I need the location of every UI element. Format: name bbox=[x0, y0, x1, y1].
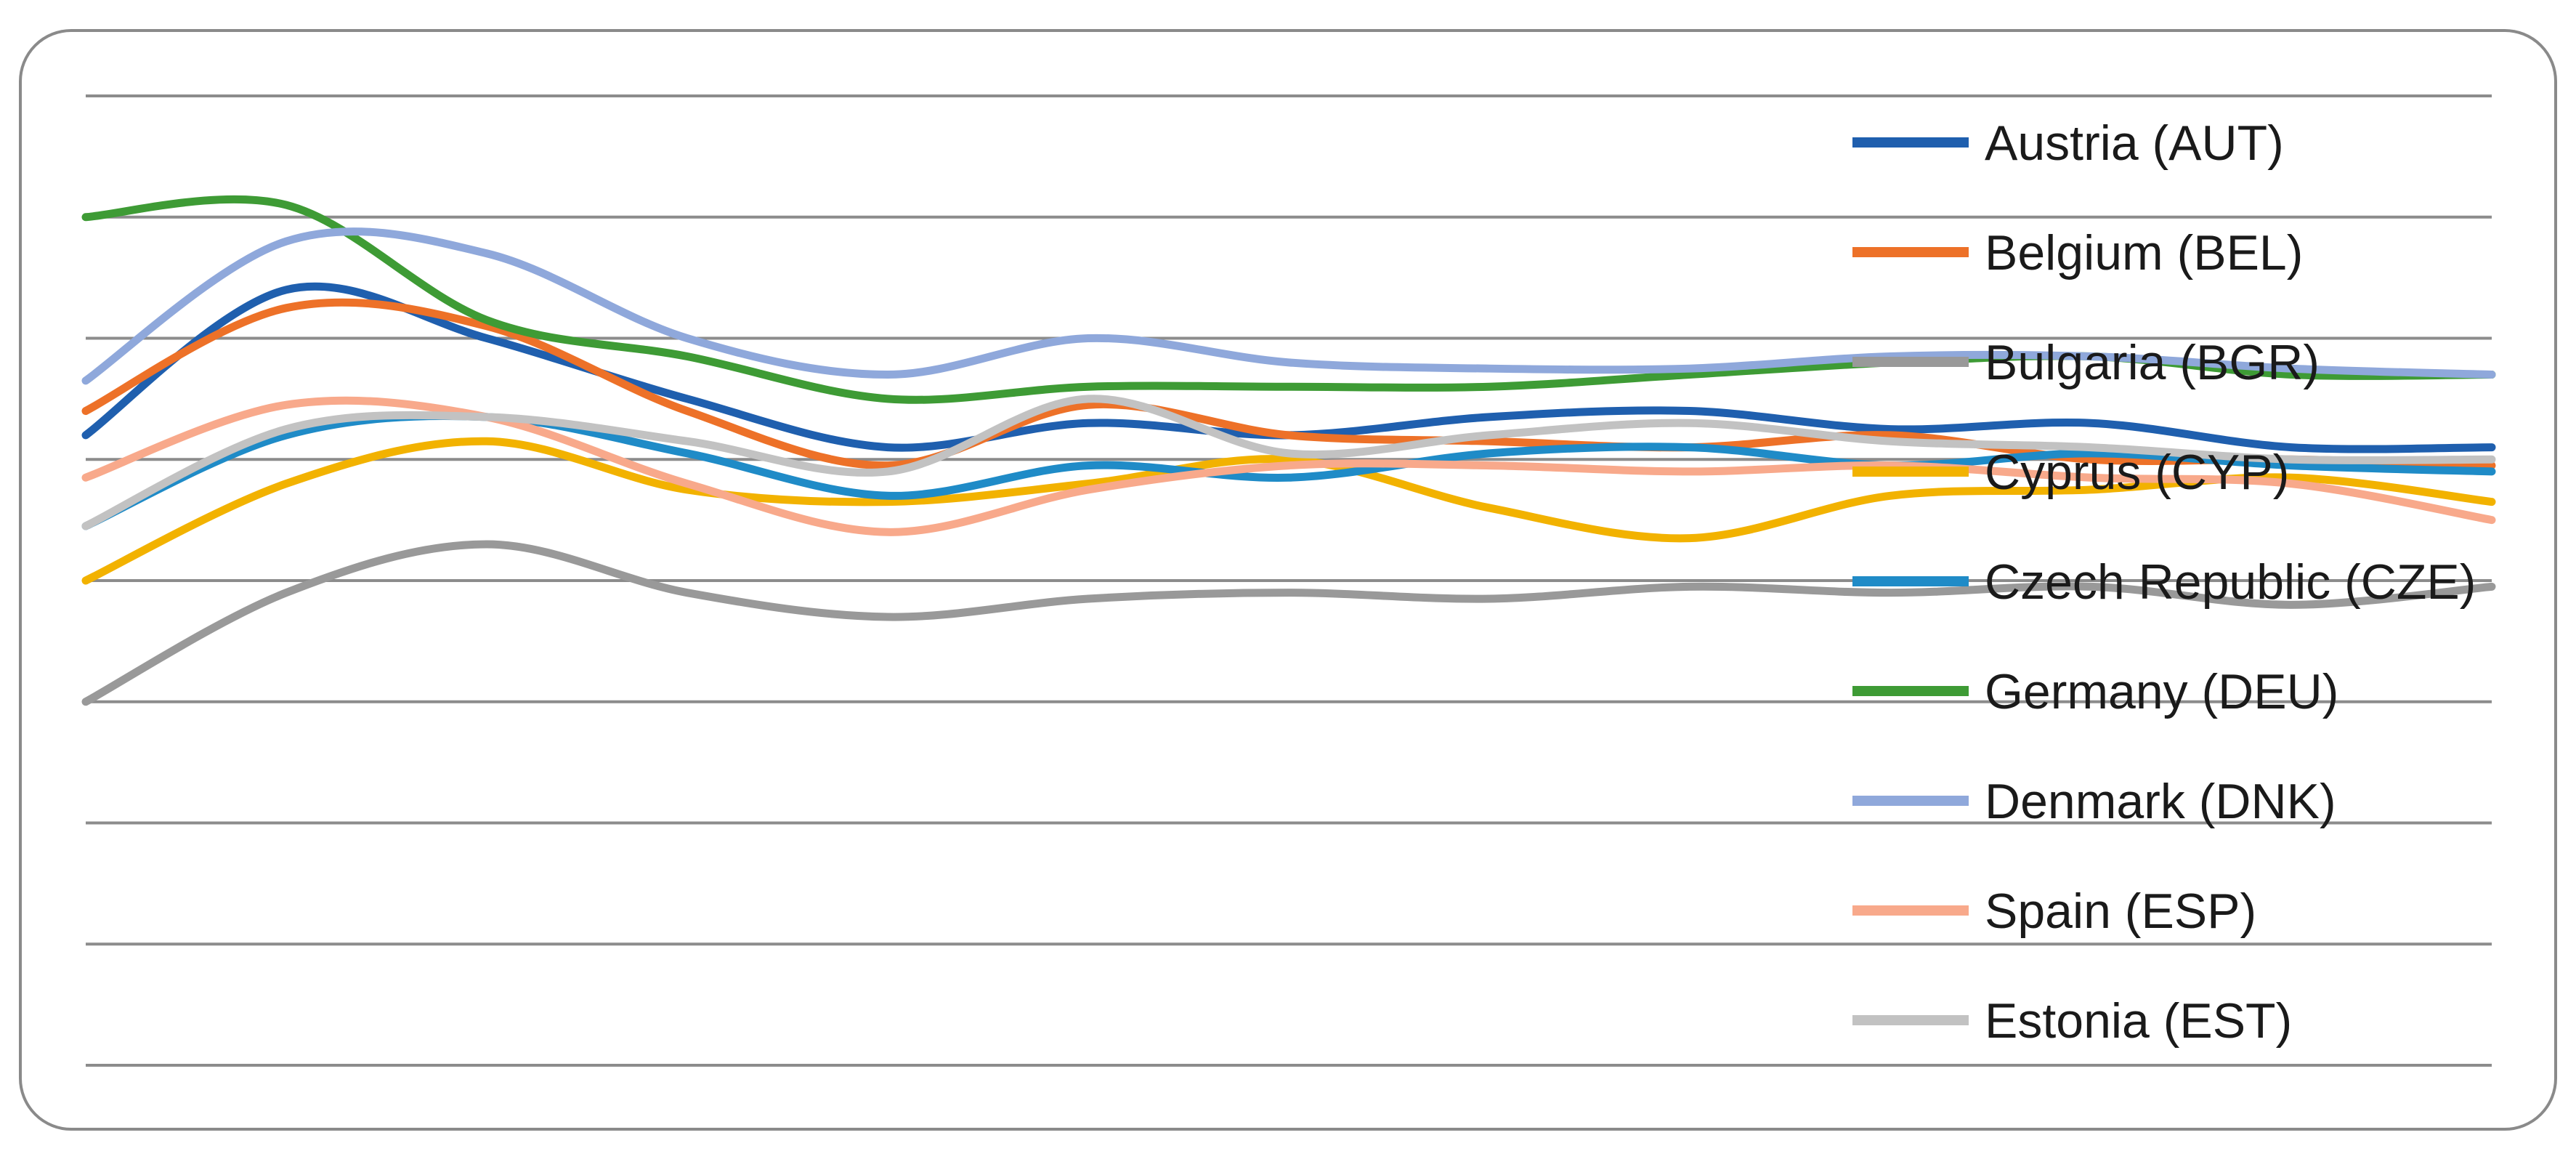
series-line-8 bbox=[81, 395, 2496, 530]
legend-label: Denmark (DNK) bbox=[1985, 774, 2336, 829]
legend-label: Estonia (EST) bbox=[1985, 993, 2292, 1049]
series-line-2 bbox=[81, 540, 2496, 706]
legend-label: Cyprus (CYP) bbox=[1985, 445, 2289, 500]
legend: Austria (AUT) Belgium (BEL) Bulgaria (BGR)… bbox=[1852, 116, 2476, 1049]
legend-label: Germany (DEU) bbox=[1985, 664, 2338, 719]
series-line-1 bbox=[81, 298, 2496, 470]
series-line-3 bbox=[81, 437, 2496, 585]
legend-label: Bulgaria (BGR) bbox=[1985, 335, 2320, 390]
series-line-6 bbox=[81, 227, 2496, 385]
legend-label: Belgium (BEL) bbox=[1985, 225, 2303, 280]
legend-label: Austria (AUT) bbox=[1985, 116, 2284, 171]
legend-label: Czech Republic (CZE) bbox=[1985, 554, 2476, 610]
legend-label: Spain (ESP) bbox=[1985, 884, 2256, 939]
series-lines bbox=[81, 195, 2496, 706]
